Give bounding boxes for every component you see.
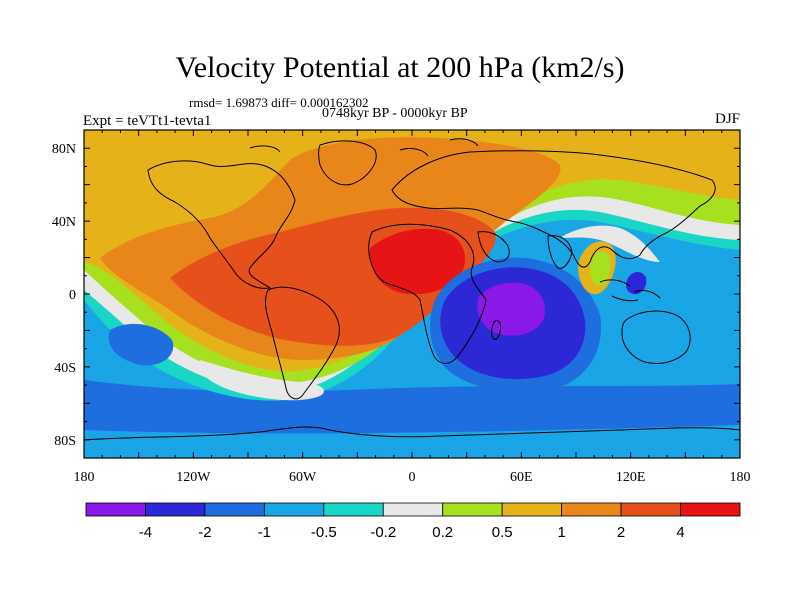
colorbar — [85, 502, 741, 517]
colorbar-label: 0.5 — [492, 524, 513, 541]
lat-tick-label: 80N — [52, 142, 76, 157]
indonesia-islands — [599, 279, 661, 302]
colorbar-swatch — [145, 502, 206, 517]
lat-tick-label: 40N — [52, 215, 76, 230]
lon-tick-label: 120E — [616, 470, 646, 485]
colorbar-swatch — [85, 502, 146, 517]
australia-coast — [621, 310, 691, 365]
eurasia-coast — [391, 150, 716, 268]
colorbar-swatch — [323, 502, 384, 517]
rmsd-diff-stats: rmsd= 1.69873 diff= 0.000162302 — [189, 95, 369, 110]
map-title: Velocity Potential at 200 hPa (km2/s) — [175, 51, 625, 84]
colorbar-label: 2 — [617, 524, 625, 541]
colorbar-label: -2 — [198, 524, 211, 541]
colorbar-labels: -4 -2 -1 -0.5 -0.2 0.2 0.5 1 2 4 — [139, 524, 685, 541]
colorbar-swatch — [382, 502, 444, 517]
colorbar-label: -4 — [139, 524, 152, 541]
madagascar-coast — [491, 319, 501, 340]
colorbar-swatch — [680, 502, 741, 517]
period-label: 0748kyr BP - 0000kyr BP — [322, 106, 468, 121]
lon-tick-label: 60E — [510, 470, 533, 485]
colorbar-swatch — [204, 502, 265, 517]
colorbar-swatch — [620, 502, 681, 517]
colorbar-label: -0.2 — [370, 524, 396, 541]
axis-ticks — [83, 129, 741, 459]
arctic-islands — [249, 138, 479, 157]
lon-tick-label: 120W — [176, 470, 211, 485]
colorbar-label: 0.2 — [432, 524, 453, 541]
lat-tick-label: 40S — [54, 361, 76, 376]
lon-tick-label: 180 — [730, 470, 751, 485]
colorbar-label: -0.5 — [311, 524, 337, 541]
colorbar-swatch — [442, 502, 503, 517]
colorbar-label: 1 — [557, 524, 565, 541]
season-label: DJF — [714, 111, 740, 127]
lon-tick-label: 0 — [409, 470, 416, 485]
lat-tick-label: 0 — [69, 288, 76, 303]
lat-tick-label: 80S — [54, 434, 76, 449]
south-america-coast — [265, 286, 340, 400]
latitude-labels: 80N 40N 0 40S 80S — [52, 142, 76, 449]
velocity-potential-field — [84, 130, 740, 458]
india-coast — [547, 235, 573, 269]
colorbar-label: -1 — [258, 524, 271, 541]
north-america-coast — [147, 160, 296, 289]
colorbar-label: 4 — [676, 524, 684, 541]
colorbar-swatch — [501, 502, 563, 517]
antarctica-coast — [84, 426, 740, 441]
colorbar-swatch — [263, 502, 325, 517]
africa-coast — [368, 223, 487, 364]
lon-tick-label: 60W — [289, 470, 317, 485]
greenland-coast — [318, 140, 377, 186]
experiment-label: Expt = teVTt1-tevta1 — [83, 113, 212, 129]
colorbar-swatch — [561, 502, 622, 517]
longitude-labels: 180 120W 60W 0 60E 120E 180 — [74, 470, 751, 485]
arabia-coast — [477, 231, 510, 263]
coastlines — [84, 138, 740, 441]
lon-tick-label: 180 — [74, 470, 95, 485]
